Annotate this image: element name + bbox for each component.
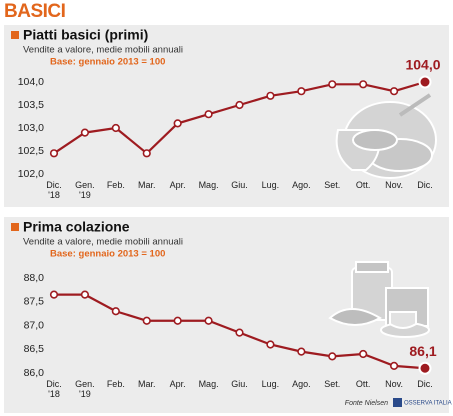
chart-subtitle: Vendite a valore, medie mobili annuali	[23, 237, 183, 248]
y-tick-label: 103,5	[18, 99, 44, 111]
x-tick-label: Dic. '18	[46, 180, 62, 200]
y-tick-label: 87,5	[24, 296, 45, 308]
y-tick-label: 103,0	[18, 122, 44, 134]
chart-title: Prima colazione	[23, 219, 130, 235]
marker	[389, 361, 399, 370]
x-tick-label: Giu.	[231, 180, 248, 190]
y-tick-label: 86,5	[24, 343, 45, 355]
x-tick-label: Gen. '19	[75, 180, 95, 200]
marker	[173, 316, 182, 325]
marker	[111, 123, 120, 133]
x-tick-label: Mar.	[137, 379, 156, 389]
marker	[142, 316, 151, 325]
x-tick-label: Lug.	[261, 180, 280, 190]
y-tick-label: 88,0	[24, 272, 45, 284]
source: Fonte Nielsen	[345, 400, 388, 407]
header-title: BASICI	[4, 1, 66, 22]
x-tick-label: Ott.	[355, 379, 371, 389]
y-tick-label: 102,5	[18, 145, 44, 157]
x-tick-label: Dic.	[417, 180, 433, 190]
marker	[266, 91, 275, 100]
x-tick-label: Mag.	[198, 379, 219, 389]
logo-mark	[393, 398, 402, 407]
title-bullet	[11, 31, 19, 39]
marker	[80, 128, 90, 137]
marker	[297, 347, 306, 356]
marker	[142, 149, 151, 158]
marker	[389, 87, 399, 96]
x-tick-label: Apr.	[169, 180, 186, 190]
title-bullet	[11, 223, 19, 231]
x-tick-label: Lug.	[261, 379, 280, 389]
x-tick-label: Nov.	[385, 379, 403, 389]
marker	[49, 290, 59, 299]
marker	[235, 100, 244, 110]
x-tick-label: Nov.	[385, 180, 403, 190]
x-tick-label: Set.	[324, 379, 341, 389]
x-tick-label: Set.	[324, 180, 341, 190]
marker	[328, 80, 337, 89]
y-tick-label: 86,0	[24, 367, 45, 379]
x-tick-label: Dic. '18	[46, 379, 62, 399]
marker	[359, 80, 368, 89]
x-tick-label: Apr.	[169, 379, 186, 389]
marker	[204, 316, 213, 325]
x-tick-label: Ago.	[292, 180, 311, 190]
marker	[418, 361, 432, 375]
marker	[328, 352, 337, 361]
marker	[359, 349, 368, 359]
y-tick-label: 102,0	[18, 168, 44, 180]
marker	[204, 110, 213, 119]
value-label: 104,0	[405, 57, 440, 73]
x-tick-label: Feb.	[106, 379, 125, 389]
illustration	[335, 93, 437, 179]
marker	[235, 328, 244, 337]
logo-text: OSSERVA ITALIA	[404, 401, 452, 407]
value-label: 86,1	[409, 343, 436, 359]
chart-title: Piatti basici (primi)	[23, 27, 148, 43]
x-tick-label: Gen. '19	[75, 379, 95, 399]
illustration	[328, 261, 430, 338]
marker	[173, 119, 182, 128]
chart-subtitle: Vendite a valore, medie mobili annuali	[23, 45, 183, 56]
x-tick-label: Dic.	[417, 379, 433, 389]
y-tick-label: 104,0	[18, 76, 44, 88]
marker	[418, 75, 432, 89]
marker	[49, 149, 59, 158]
marker	[80, 290, 90, 299]
y-tick-label: 87,0	[24, 319, 45, 331]
x-tick-label: Mag.	[198, 180, 219, 190]
x-tick-label: Ott.	[355, 180, 371, 190]
base-note: Base: gennaio 2013 = 100	[50, 57, 165, 68]
x-tick-label: Giu.	[231, 379, 248, 389]
base-note: Base: gennaio 2013 = 100	[50, 249, 165, 260]
marker	[111, 307, 120, 316]
x-tick-label: Ago.	[292, 379, 311, 389]
x-tick-label: Mar.	[137, 180, 156, 190]
x-tick-label: Feb.	[106, 180, 125, 190]
marker	[266, 340, 275, 349]
marker	[297, 87, 306, 96]
